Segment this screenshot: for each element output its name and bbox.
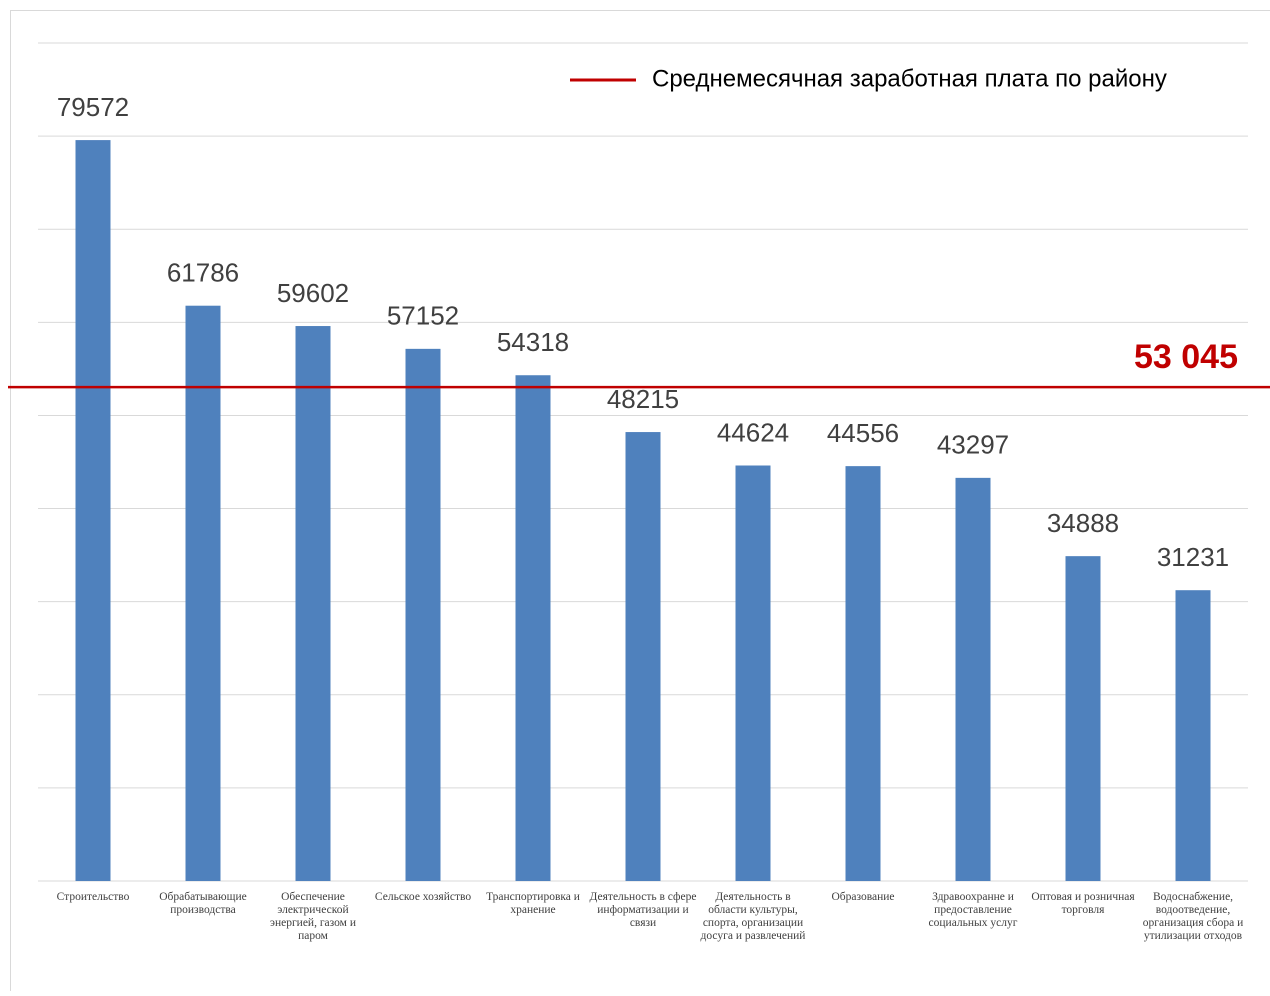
x-tick-label-box: Деятельность в области культуры, спорта,… (697, 891, 809, 991)
data-label: 61786 (167, 258, 239, 288)
bar (186, 306, 221, 881)
data-label: 79572 (57, 92, 129, 122)
bar (516, 375, 551, 881)
x-tick-label-box: Оптовая и розничная торговля (1027, 891, 1139, 991)
data-label: 57152 (387, 301, 459, 331)
x-tick-label-box: Строительство (37, 891, 149, 991)
x-tick-label: Водоснабжение, водоотведение, организаци… (1137, 891, 1249, 943)
bar (956, 478, 991, 881)
reference-label: 53 045 (1134, 338, 1238, 376)
data-label: 59602 (277, 278, 349, 308)
data-label: 54318 (497, 327, 569, 357)
data-label: 48215 (607, 384, 679, 414)
bar (846, 466, 881, 881)
data-label: 43297 (937, 430, 1009, 460)
x-tick-label: Здравоохранне и предоставление социальны… (917, 891, 1029, 930)
bar (736, 466, 771, 881)
data-label: 34888 (1047, 508, 1119, 538)
x-tick-label-box: Обеспечение электрической энергией, газо… (257, 891, 369, 991)
bar (76, 140, 111, 881)
x-tick-label-box: Сельское хозяйство (367, 891, 479, 991)
x-tick-label-box: Обрабатывающие производства (147, 891, 259, 991)
x-tick-label-box: Образование (807, 891, 919, 991)
x-tick-label: Обрабатывающие производства (147, 891, 259, 917)
data-label: 44556 (827, 418, 899, 448)
x-tick-label: Сельское хозяйство (367, 891, 479, 904)
x-tick-label: Оптовая и розничная торговля (1027, 891, 1139, 917)
data-label: 31231 (1157, 542, 1229, 572)
bar (296, 326, 331, 881)
bar (1176, 590, 1211, 881)
x-tick-label-box: Деятельность в сфере информатизации и св… (587, 891, 699, 991)
x-tick-label: Деятельность в сфере информатизации и св… (587, 891, 699, 930)
x-tick-label-box: Транспортировка и хранение (477, 891, 589, 991)
bar (1066, 556, 1101, 881)
x-tick-label-box: Водоснабжение, водоотведение, организаци… (1137, 891, 1249, 991)
x-tick-label-box: Здравоохранне и предоставление социальны… (917, 891, 1029, 991)
bar (406, 349, 441, 881)
data-label: 44624 (717, 417, 789, 447)
x-tick-label: Образование (807, 891, 919, 904)
x-tick-label: Транспортировка и хранение (477, 891, 589, 917)
bar (626, 432, 661, 881)
x-tick-label: Деятельность в области культуры, спорта,… (697, 891, 809, 943)
x-tick-label: Обеспечение электрической энергией, газо… (257, 891, 369, 943)
x-tick-label: Строительство (37, 891, 149, 904)
legend-label: Среднемесячная заработная плата по район… (652, 65, 1167, 92)
